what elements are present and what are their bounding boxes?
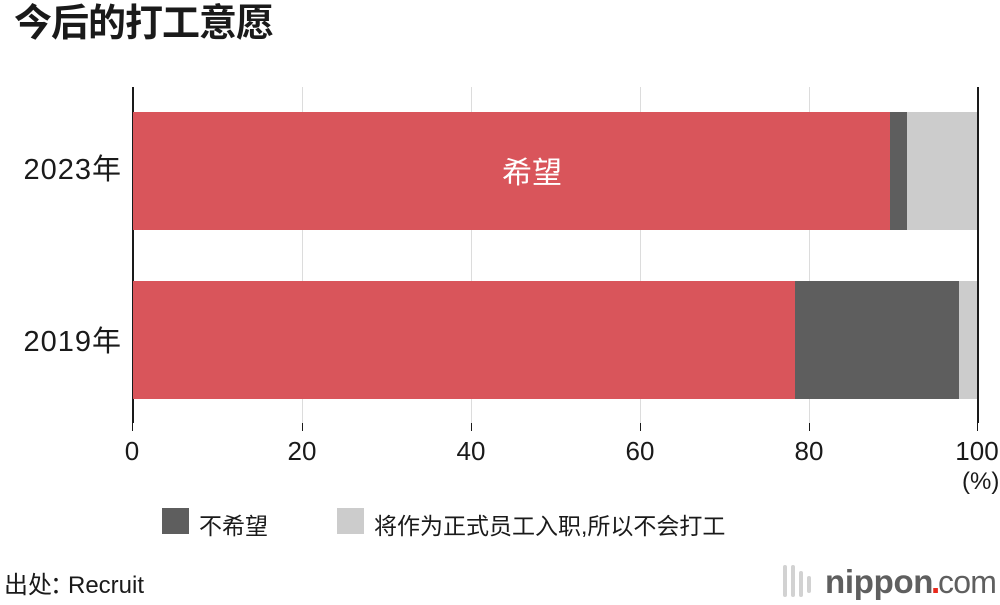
svg-text:nippon: nippon — [825, 563, 933, 600]
svg-text:com: com — [938, 564, 996, 600]
